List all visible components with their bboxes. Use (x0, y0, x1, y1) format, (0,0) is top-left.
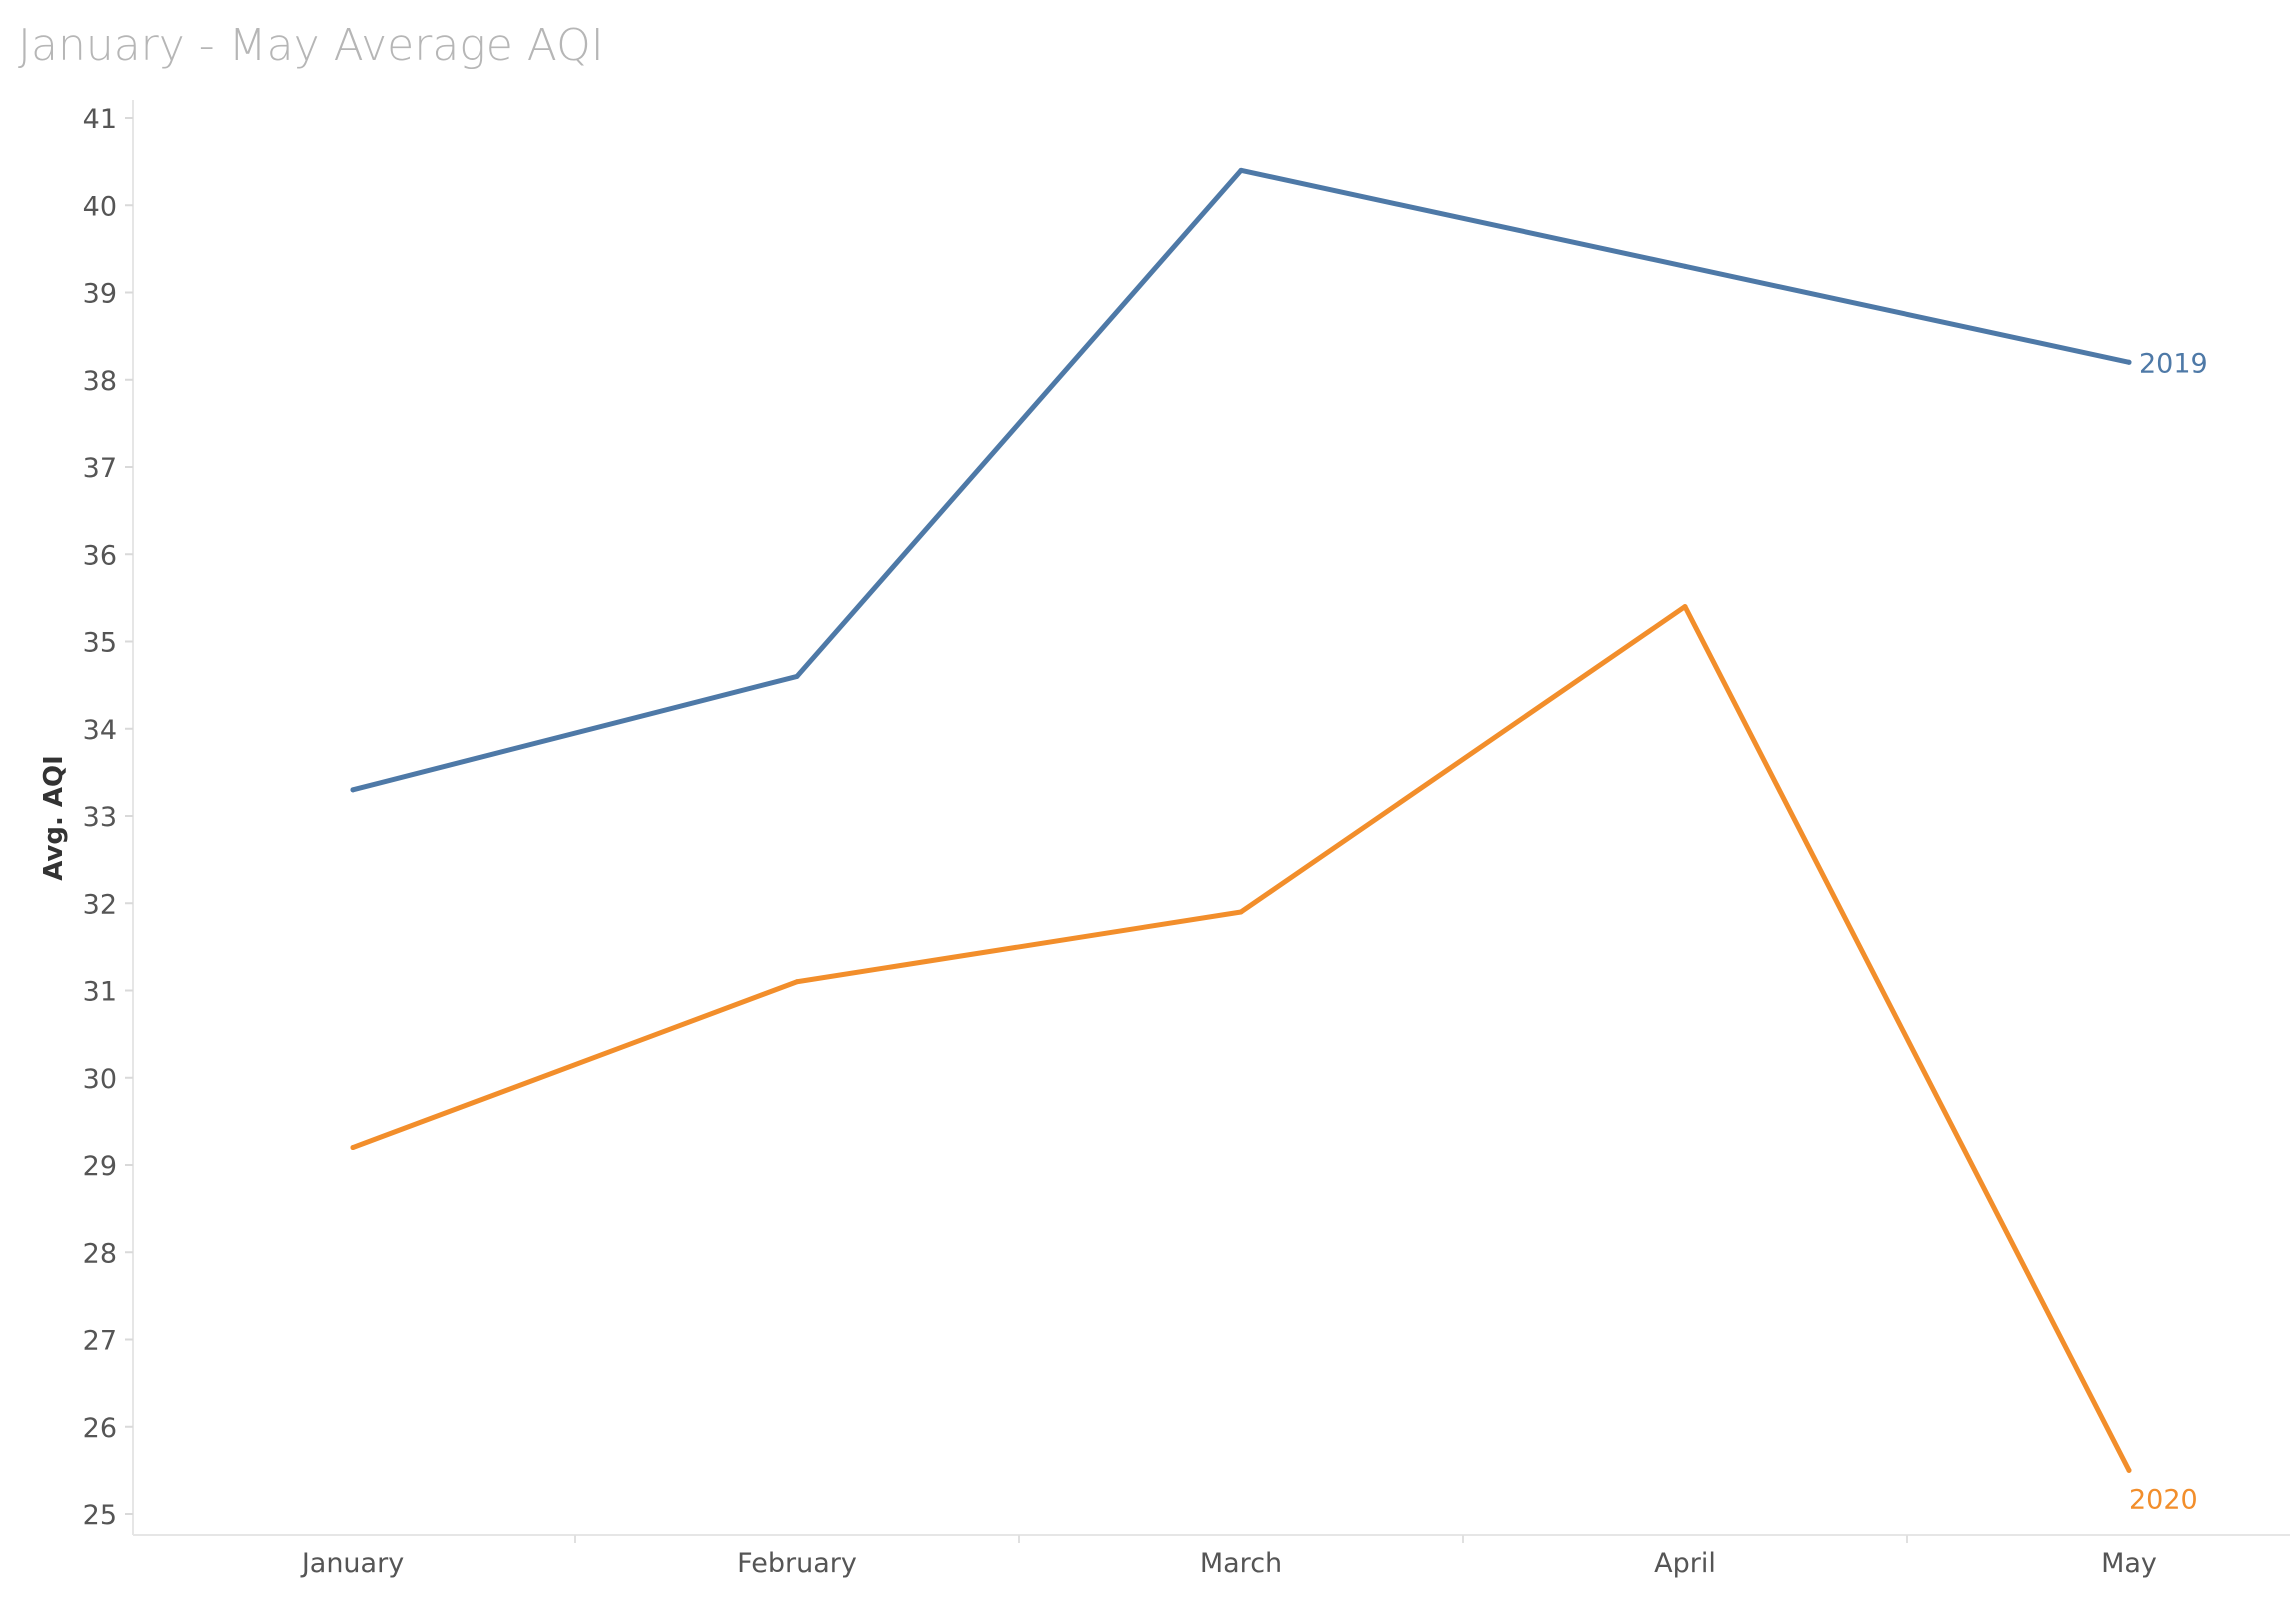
data-point-2019 (1238, 167, 1244, 173)
data-point-2019 (2126, 359, 2132, 365)
x-axis: January February March April May (133, 1534, 2290, 1579)
x-tick-label: May (2101, 1548, 2157, 1579)
y-tick-label: 40 (83, 191, 117, 222)
y-tick-label: 39 (83, 279, 117, 310)
y-tick-label: 35 (83, 628, 117, 659)
y-tick-label: 28 (83, 1238, 117, 1269)
data-point-2020 (350, 1145, 356, 1151)
x-tick-label: February (737, 1548, 857, 1579)
x-tick-label: March (1200, 1548, 1282, 1579)
y-tick-label: 26 (83, 1413, 117, 1444)
series-line-2020 (350, 604, 2132, 1473)
series-line-2019 (350, 167, 2132, 793)
y-tick-label: 25 (83, 1500, 117, 1531)
x-tick-label: April (1654, 1548, 1716, 1579)
x-tick-label: January (300, 1548, 404, 1579)
data-point-2020 (1238, 909, 1244, 915)
y-tick-label: 31 (83, 977, 117, 1008)
y-tick-label: 30 (83, 1064, 117, 1095)
y-tick-label: 37 (83, 453, 117, 484)
data-point-2020 (2126, 1467, 2132, 1473)
y-axis: 25 26 27 28 29 30 31 32 33 34 35 36 37 38 39 40 41 Avg. A… (39, 100, 134, 1535)
data-point-2019 (350, 787, 356, 793)
data-point-2019 (1682, 263, 1688, 269)
chart-title: January - May Average AQI (18, 20, 604, 71)
series-label-2020: 2020 (2129, 1484, 2198, 1515)
y-tick-label: 36 (83, 540, 117, 571)
y-tick-label: 27 (83, 1326, 117, 1357)
data-point-2020 (1682, 604, 1688, 610)
y-tick-label: 34 (83, 715, 117, 746)
y-tick-label: 32 (83, 889, 117, 920)
y-tick-label: 41 (83, 104, 117, 135)
data-point-2020 (794, 979, 800, 985)
series-lines (350, 167, 2132, 1473)
y-tick-label: 29 (83, 1151, 117, 1182)
data-point-2019 (794, 673, 800, 679)
y-tick-label: 33 (83, 802, 117, 833)
series-labels: 2019 2020 (2129, 348, 2208, 1515)
y-tick-label: 38 (83, 366, 117, 397)
series-label-2019: 2019 (2139, 348, 2208, 379)
y-axis-title: Avg. AQI (39, 755, 69, 881)
